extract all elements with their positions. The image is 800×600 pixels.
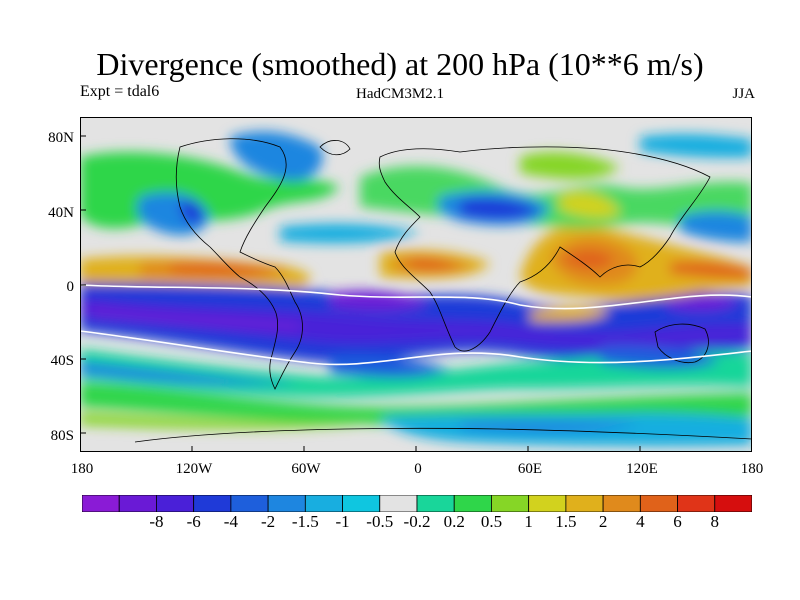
lat-label-0: 0 [66,279,75,295]
colorbar-swatch [416,495,455,512]
lat-label-40s: 40S [50,353,74,369]
colorbar-label: -2 [261,512,276,531]
colorbar-swatch [342,495,381,512]
lat-label-80n: 80N [48,130,74,146]
zero-contour [80,284,752,366]
colorbar-swatch [156,495,195,512]
colorbar-swatch [379,495,418,512]
contour-field [80,117,752,452]
colorbar-label: -0.2 [403,512,431,531]
colorbar-label: 0.2 [443,512,465,531]
colorbar-swatch [267,495,306,512]
colorbar-swatch [118,495,157,512]
colorbar-swatch [677,495,716,512]
colorbar-swatch [602,495,641,512]
colorbar-label: 6 [673,512,682,531]
lon-label-60e: 60E [517,461,543,477]
lat-label-80s: 80S [50,428,74,444]
colorbar-swatch [304,495,343,512]
colorbar-swatch [528,495,567,512]
lon-label-0: 0 [414,461,422,477]
colorbar-swatch [714,495,752,512]
lon-label-120e: 120E [626,461,658,477]
colorbar [82,495,752,512]
colorbar-label: 4 [636,512,645,531]
experiment-label: Expt = tdal6 [80,83,160,100]
colorbar-label: -0.5 [366,512,394,531]
colorbar-label: 2 [598,512,608,531]
axis-ticks [80,135,641,452]
lon-label-180w: 180 [70,461,94,477]
colorbar-swatch [453,495,492,512]
model-label: HadCM3M2.1 [356,86,444,102]
colorbar-label: 0.5 [480,512,503,531]
colorbar-swatch [230,495,269,512]
colorbar-swatch [193,495,232,512]
lon-label-120w: 120W [175,461,213,477]
colorbar-label: 8 [710,512,720,531]
colorbar-label: -1 [335,512,350,531]
colorbar-swatch [565,495,604,512]
lat-label-40n: 40N [48,205,74,221]
colorbar-label: -6 [186,512,201,531]
colorbar-label: 1.5 [555,512,577,531]
colorbar-label: -4 [223,512,238,531]
colorbar-label: 1 [524,512,533,531]
colorbar-label: -8 [149,512,164,531]
plot-title: Divergence (smoothed) at 200 hPa (10**6 … [96,46,704,82]
lon-label-60w: 60W [291,461,321,477]
lon-label-180e: 180 [740,461,764,477]
colorbar-label: -1.5 [291,512,319,531]
coastlines [134,138,752,443]
colorbar-swatch [639,495,678,512]
colorbar-swatch [82,495,120,512]
divergence-map [80,117,752,452]
colorbar-swatch [491,495,530,512]
season-label: JJA [732,86,755,102]
